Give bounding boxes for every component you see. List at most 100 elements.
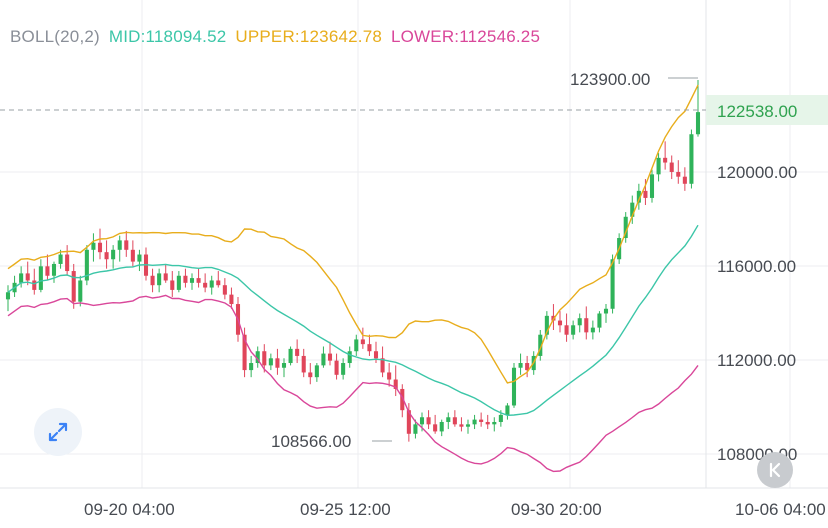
candle-body bbox=[676, 171, 681, 177]
candle-body bbox=[295, 348, 300, 356]
candle-body bbox=[689, 134, 694, 184]
indicator-lower: LOWER:112546.25 bbox=[390, 27, 541, 46]
candle-body bbox=[373, 351, 379, 359]
candle-body bbox=[314, 365, 319, 378]
price-axis-label: 112000.00 bbox=[717, 351, 796, 370]
candle-body bbox=[498, 414, 503, 422]
candle-body bbox=[492, 421, 497, 425]
candle-body bbox=[603, 308, 609, 314]
candle-body bbox=[433, 424, 438, 432]
candle-body bbox=[584, 318, 589, 333]
candle-body bbox=[255, 351, 260, 364]
candle-body bbox=[623, 216, 628, 239]
candle-body bbox=[321, 353, 326, 366]
candle-body bbox=[104, 252, 109, 260]
low-price-label: 108566.00 bbox=[271, 432, 351, 451]
candle-body bbox=[288, 348, 293, 364]
candle-body bbox=[71, 271, 76, 302]
candle-body bbox=[610, 259, 615, 309]
candle-body bbox=[571, 325, 576, 335]
chevron-left-icon bbox=[769, 462, 781, 478]
candle-body bbox=[124, 240, 129, 250]
candle-body bbox=[505, 405, 510, 415]
candle-body bbox=[203, 282, 208, 288]
candle-body bbox=[5, 292, 11, 300]
high-price-label: 123900.00 bbox=[570, 70, 650, 89]
candle-body bbox=[649, 174, 655, 198]
candle-body bbox=[446, 417, 451, 422]
candle-body bbox=[465, 424, 471, 427]
expand-button[interactable] bbox=[34, 408, 82, 456]
candle-body bbox=[281, 363, 287, 368]
candle-body bbox=[32, 280, 37, 290]
current-price-tag bbox=[706, 95, 828, 125]
candle-body bbox=[656, 157, 661, 175]
candle-body bbox=[695, 112, 701, 135]
time-axis-label: 09-25 12:00 bbox=[300, 500, 391, 519]
candle-body bbox=[84, 249, 89, 281]
candle-body bbox=[347, 351, 352, 364]
candle-body bbox=[111, 249, 116, 260]
candle-body bbox=[91, 242, 96, 250]
candle-body bbox=[426, 417, 431, 425]
candle-body bbox=[387, 372, 392, 380]
candle-body bbox=[636, 190, 641, 203]
scroll-to-latest-button[interactable] bbox=[757, 452, 793, 488]
candle-body bbox=[479, 419, 484, 422]
candle-body bbox=[525, 363, 530, 371]
candle-body bbox=[51, 263, 57, 276]
candle-body bbox=[222, 285, 227, 295]
price-axis-label: 120000.00 bbox=[717, 163, 797, 182]
candle-body bbox=[262, 351, 267, 366]
candle-body bbox=[597, 313, 602, 328]
candle-body bbox=[393, 379, 398, 389]
candle-body bbox=[590, 327, 595, 333]
candle-body bbox=[380, 358, 385, 373]
candle-body bbox=[301, 355, 306, 373]
expand-arrows-icon bbox=[48, 422, 68, 442]
candle-body bbox=[472, 419, 477, 425]
candle-body bbox=[19, 273, 24, 283]
candle-body bbox=[577, 318, 582, 326]
candle-body bbox=[557, 320, 563, 326]
boll-lower-line bbox=[7, 294, 699, 473]
time-axis-label: 10-06 04:00 bbox=[735, 500, 826, 519]
candle-body bbox=[97, 242, 103, 253]
candle-body bbox=[308, 372, 313, 378]
current-price-label: 122538.00 bbox=[717, 102, 797, 121]
candle-body bbox=[544, 315, 549, 335]
candle-body bbox=[367, 344, 372, 352]
candle-body bbox=[538, 334, 543, 356]
candle-body bbox=[682, 176, 687, 184]
candle-body bbox=[485, 421, 490, 425]
candle-body bbox=[275, 358, 280, 368]
indicator-mid: MID:118094.52 bbox=[108, 27, 227, 46]
candle-body bbox=[630, 202, 635, 217]
candle-body bbox=[406, 410, 411, 434]
candle-body bbox=[419, 417, 425, 425]
candle-body bbox=[130, 249, 135, 262]
candle-body bbox=[334, 360, 339, 375]
candle-body bbox=[511, 367, 517, 406]
candle-body bbox=[176, 275, 181, 290]
candle-body bbox=[58, 254, 63, 264]
candle-body bbox=[268, 358, 273, 366]
candle-body bbox=[360, 339, 365, 345]
candle-body bbox=[78, 280, 83, 302]
candle-body bbox=[183, 275, 188, 283]
candle-body bbox=[38, 266, 43, 290]
candle-body bbox=[341, 363, 346, 375]
candle-body bbox=[137, 254, 142, 262]
candle-body bbox=[518, 363, 523, 368]
candle-body bbox=[669, 162, 674, 172]
price-axis-label: 116000.00 bbox=[717, 257, 796, 276]
candle-body bbox=[249, 363, 254, 371]
boll-mid-line bbox=[7, 224, 699, 417]
candle-body bbox=[413, 424, 418, 434]
candle-body bbox=[216, 280, 221, 286]
candle-body bbox=[196, 278, 201, 283]
time-axis-label: 09-20 04:00 bbox=[84, 500, 175, 519]
candle-body bbox=[663, 157, 668, 163]
